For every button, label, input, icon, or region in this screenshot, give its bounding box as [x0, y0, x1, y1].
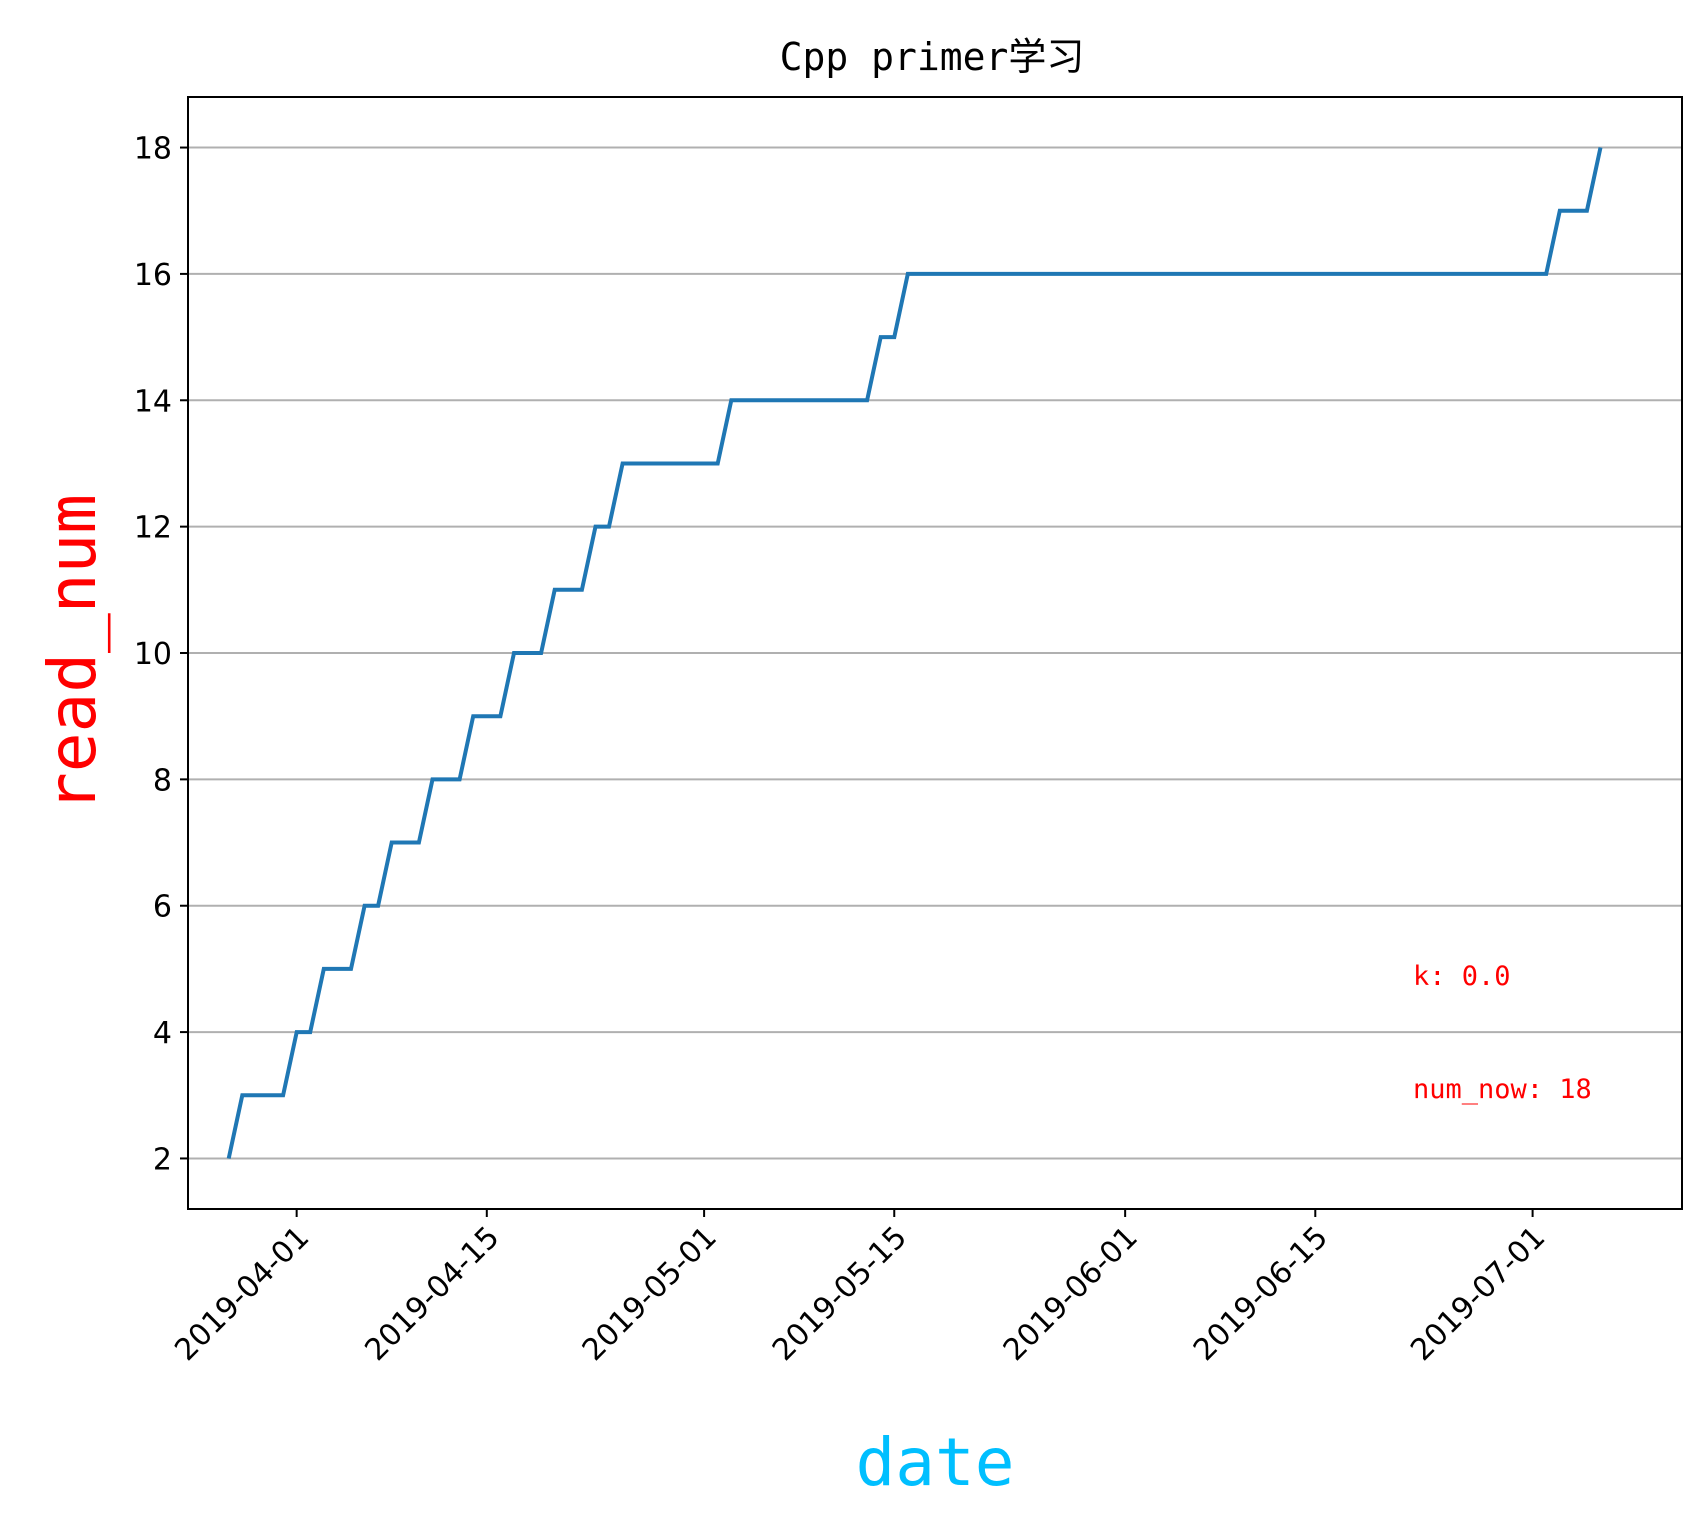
y-tick-label: 10 — [134, 637, 172, 672]
x-tick-label: 2019-07-01 — [1404, 1220, 1552, 1368]
y-tick-label: 18 — [134, 132, 172, 167]
y-tick-label: 4 — [153, 1016, 172, 1051]
y-tick-label: 8 — [153, 763, 172, 798]
y-axis: 2 4 6 8 10 12 14 16 18 — [134, 132, 188, 1177]
annotation-k: k: 0.0 — [1413, 961, 1511, 992]
y-axis-label: read_num — [34, 494, 111, 812]
x-tick-label: 2019-06-15 — [1187, 1220, 1335, 1368]
x-axis: 2019-04-01 2019-04-15 2019-05-01 2019-05-15… — [168, 1209, 1552, 1368]
x-axis-label: date — [856, 1424, 1015, 1501]
gridlines — [188, 146, 1682, 1160]
y-tick-label: 16 — [134, 258, 172, 293]
y-tick-label: 6 — [153, 890, 172, 925]
x-tick-label: 2019-04-15 — [358, 1220, 506, 1368]
x-tick-label: 2019-04-01 — [168, 1220, 316, 1368]
annotation-num-now: num_now: 18 — [1413, 1074, 1592, 1105]
chart-title: Cpp primer学习 — [780, 35, 1085, 79]
series-line — [226, 147, 1603, 1159]
x-tick-label: 2019-05-01 — [576, 1220, 724, 1368]
y-tick-label: 12 — [134, 511, 172, 546]
x-tick-label: 2019-05-15 — [766, 1220, 914, 1368]
y-tick-label: 2 — [153, 1142, 172, 1177]
x-tick-label: 2019-06-01 — [997, 1220, 1145, 1368]
y-tick-label: 14 — [134, 384, 172, 419]
